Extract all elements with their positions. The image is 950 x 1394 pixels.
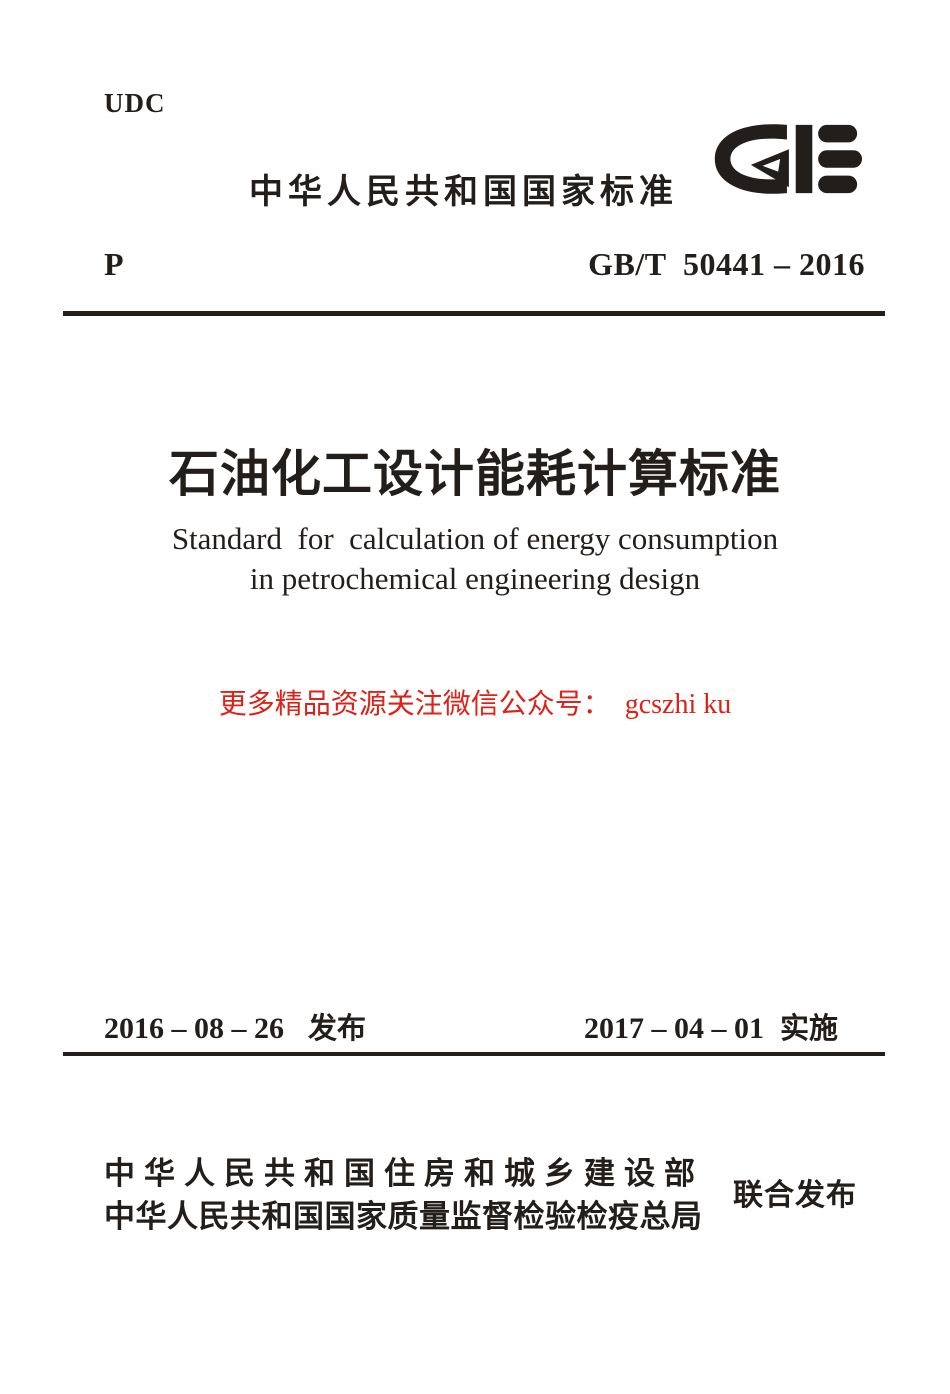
title-english-line1: Standard for calculation of energy consu… [171, 521, 779, 556]
issue-date: 2016 – 08 – 26 [104, 1012, 284, 1045]
udc-label: UDC [104, 88, 166, 118]
title-chinese: 石油化工设计能耗计算标准 [169, 446, 781, 502]
publisher-line1: 中华人民共和国住房和城乡建设部 [104, 1156, 704, 1191]
joint-release-label: 联合发布 [733, 1179, 857, 1212]
standard-number: GB/T 50441 – 2016 [588, 246, 865, 282]
bottom-divider-rule [63, 1052, 885, 1056]
implement-date: 2017 – 04 – 01 [584, 1012, 764, 1045]
implement-date-row: 2017 – 04 – 01 实施 [584, 1005, 838, 1047]
publisher-line2: 中华人民共和国国家质量监督检验检疫总局 [104, 1199, 703, 1234]
issue-date-row: 2016 – 08 – 26 发布 [104, 1005, 366, 1047]
top-divider-rule [63, 311, 885, 316]
implement-label: 实施 [780, 1013, 839, 1045]
watermark-text: 更多精品资源关注微信公众号： gcszhi ku [218, 689, 732, 720]
classification-code: P [104, 246, 124, 282]
national-standard-title: 中华人民共和国国家标准 [249, 173, 678, 211]
gb-logo-graphic [714, 124, 863, 194]
gb-logo [707, 120, 863, 198]
issue-label: 发布 [308, 1013, 367, 1045]
title-english-line2: in petrochemical engineering design [249, 561, 701, 596]
